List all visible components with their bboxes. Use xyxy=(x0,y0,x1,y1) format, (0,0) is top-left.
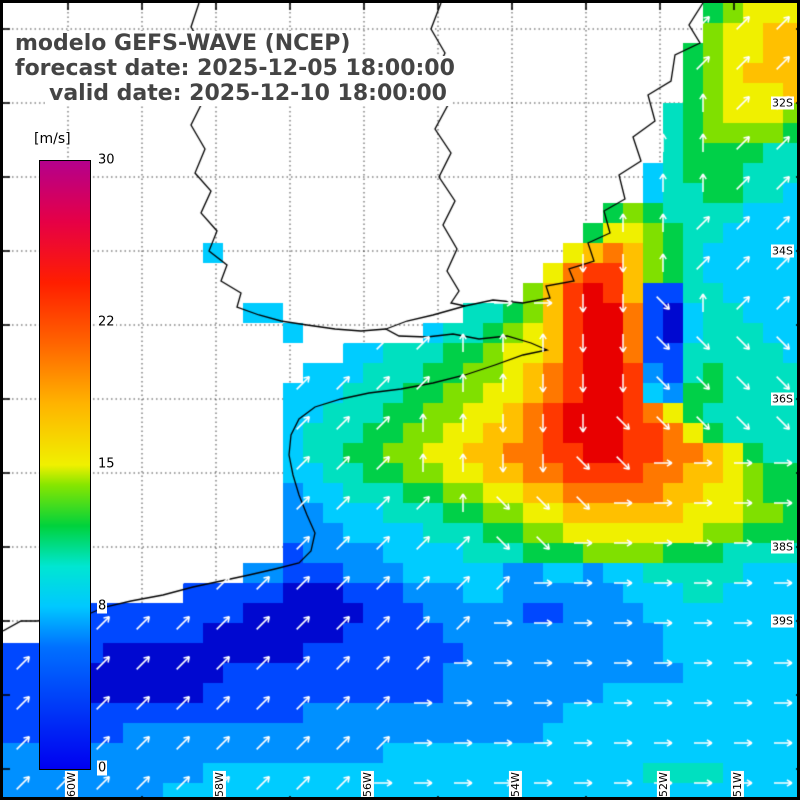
latitude-label: 38S xyxy=(771,540,794,554)
longitude-label: 60W xyxy=(64,771,78,797)
longitude-label: 56W xyxy=(360,771,374,797)
colorbar-tick-label: 22 xyxy=(97,314,116,330)
latitude-label: 34S xyxy=(771,244,794,258)
longitude-label: 52W xyxy=(656,771,670,797)
longitude-label: 54W xyxy=(508,771,522,797)
colorbar xyxy=(39,160,91,770)
forecast-date-line: forecast date: 2025-12-05 18:00:00 xyxy=(11,56,459,81)
colorbar-tick-label: 15 xyxy=(97,456,116,472)
colorbar-unit-label: [m/s] xyxy=(31,131,74,147)
title-block: modelo GEFS-WAVE (NCEP) forecast date: 2… xyxy=(11,31,459,106)
latitude-label: 39S xyxy=(771,614,794,628)
model-title: modelo GEFS-WAVE (NCEP) xyxy=(11,31,355,56)
wave-map-canvas xyxy=(3,3,797,797)
longitude-label: 51W xyxy=(730,771,744,797)
latitude-label: 32S xyxy=(771,96,794,110)
latitude-label: 36S xyxy=(771,392,794,406)
colorbar-tick-label: 0 xyxy=(97,760,108,776)
longitude-label: 58W xyxy=(212,771,226,797)
valid-date-line: valid date: 2025-12-10 18:00:00 xyxy=(45,81,451,106)
colorbar-tick-label: 8 xyxy=(97,598,108,614)
colorbar-tick-label: 30 xyxy=(97,152,116,168)
